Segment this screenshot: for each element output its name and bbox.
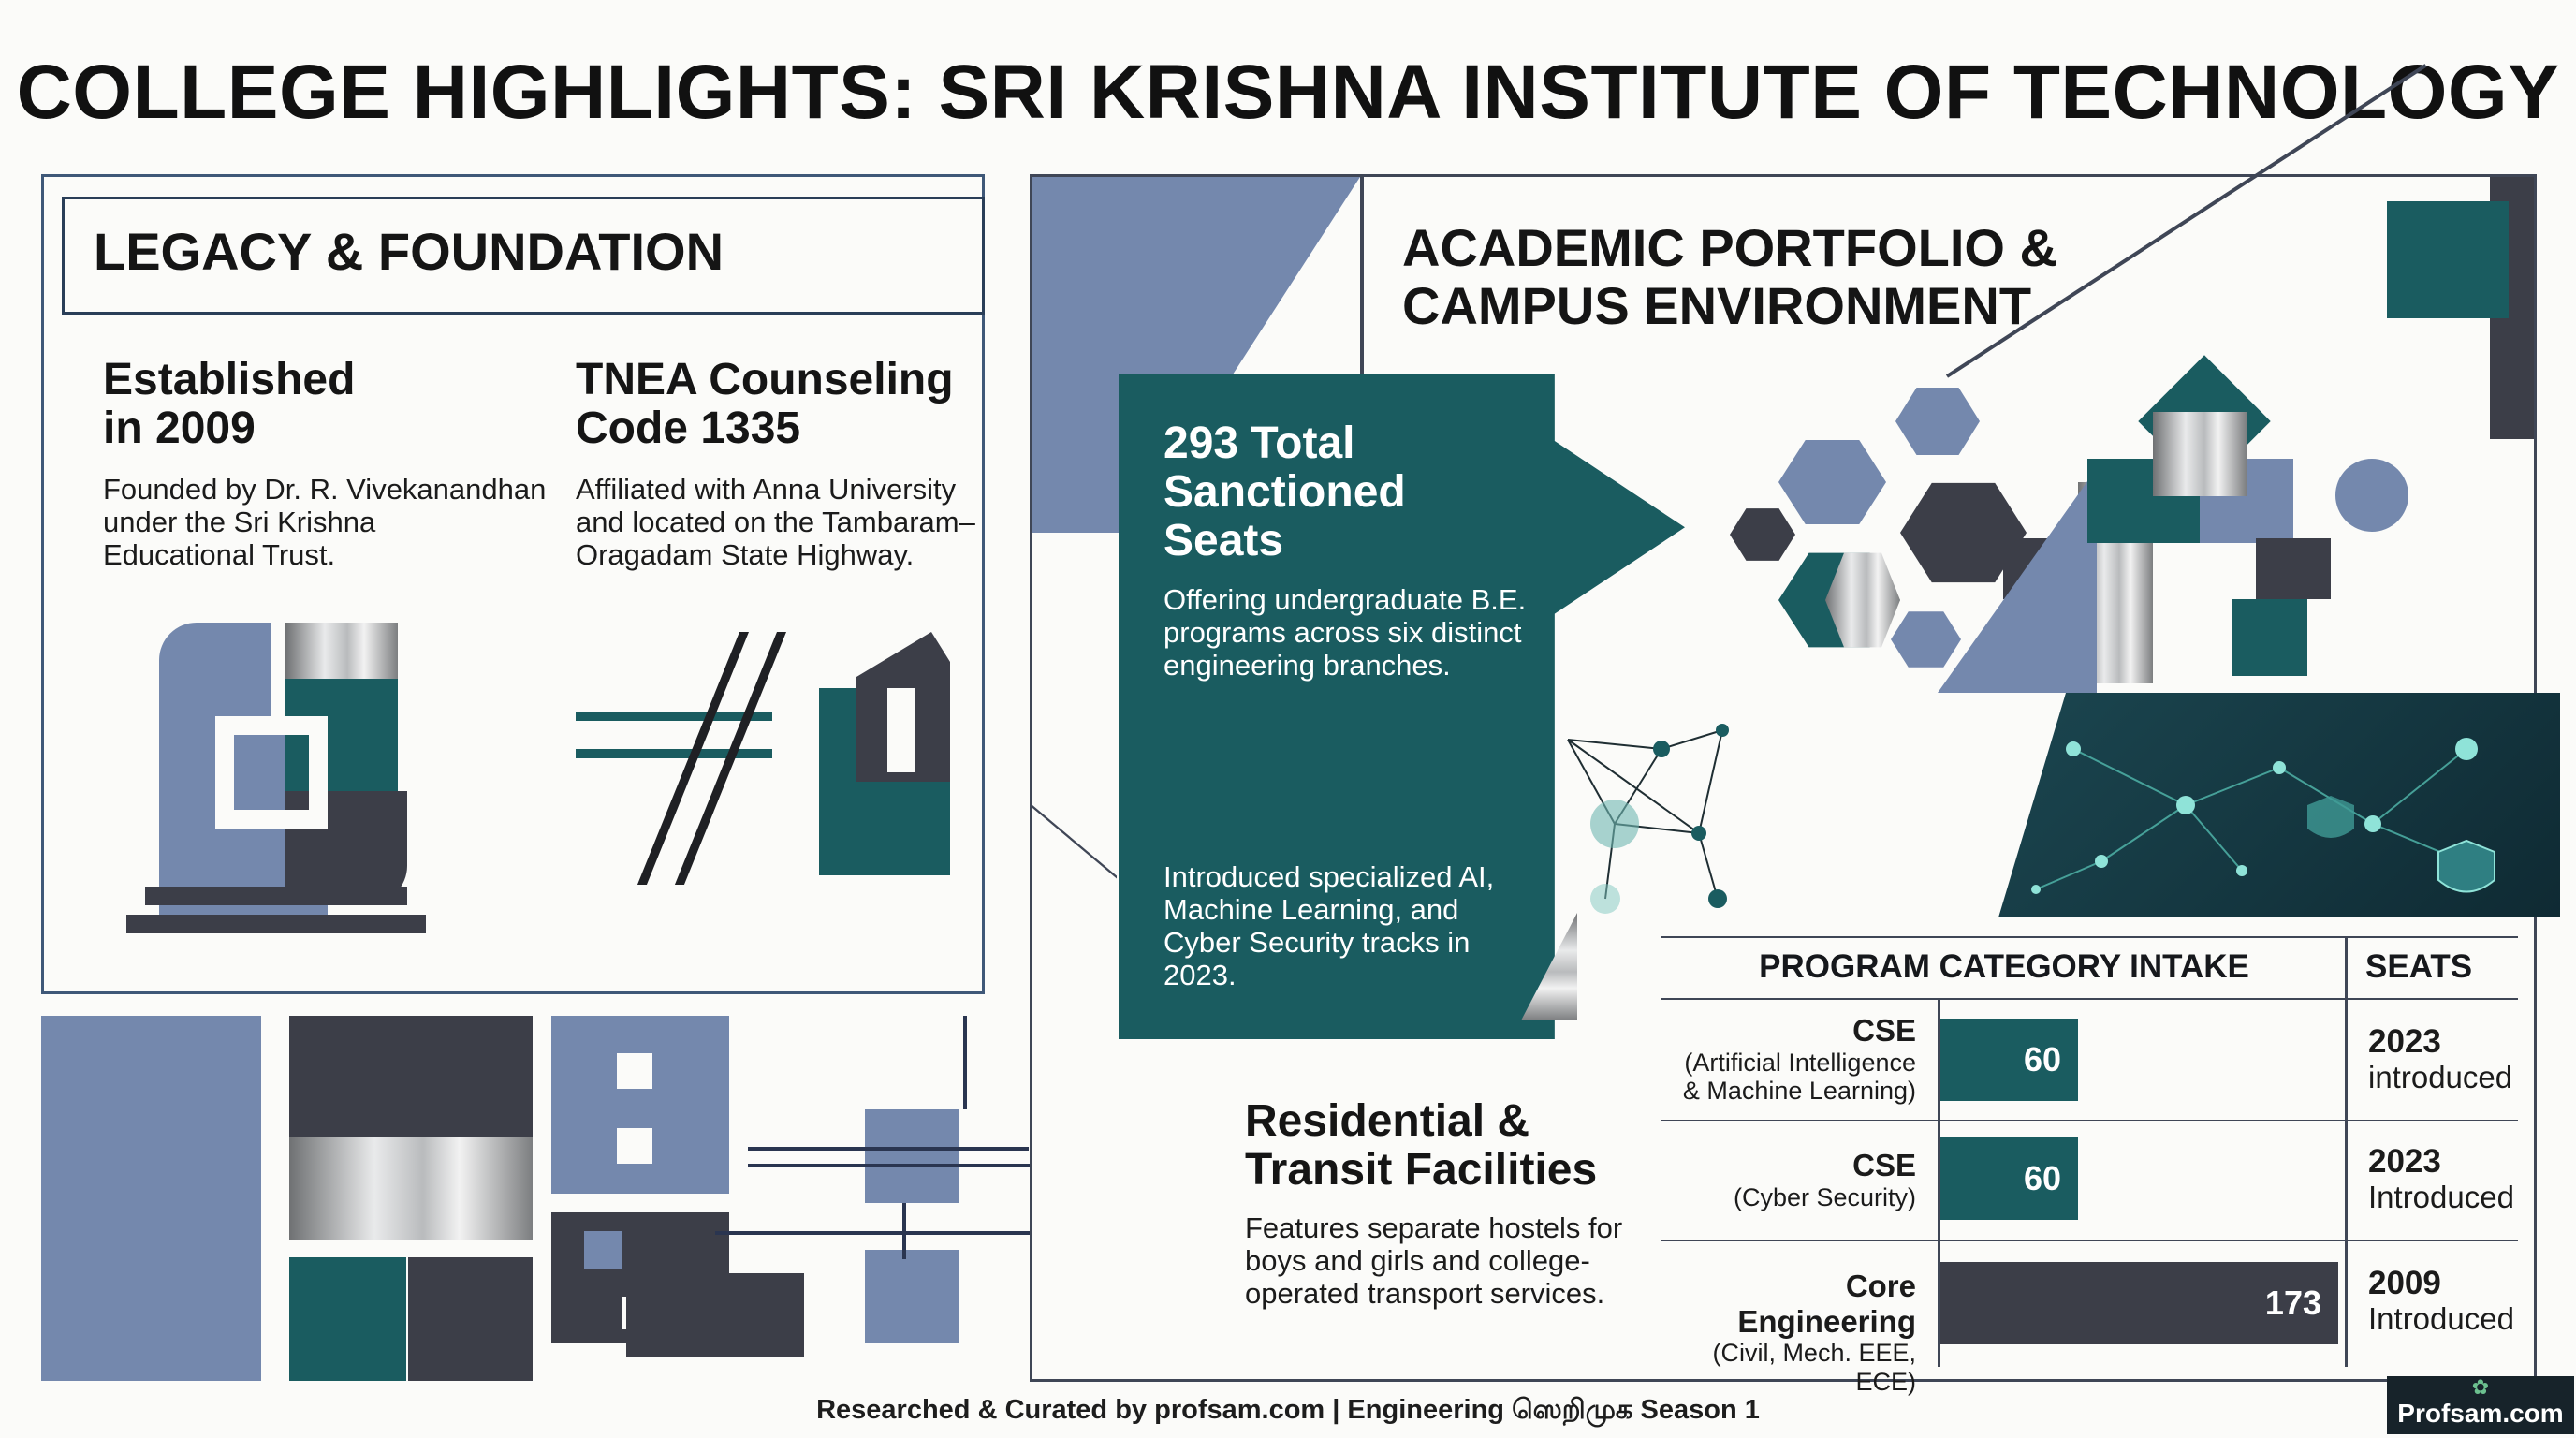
row3-program: Core Engineering bbox=[1737, 1269, 1916, 1339]
tnea-desc-1: Affiliated with Anna University bbox=[576, 473, 957, 506]
row2-sub1: (Cyber Security) bbox=[1733, 1182, 1916, 1211]
divider-line bbox=[1360, 177, 1364, 392]
intake-header-category: PROGRAM CATEGORY INTAKE bbox=[1759, 948, 2249, 985]
intake-row: CSE (Artificial Intelligence & Machine L… bbox=[1661, 1013, 1916, 1106]
tnea-title-line1: TNEA Counseling bbox=[576, 355, 954, 404]
row2-year-cell: 2023 Introduced bbox=[2368, 1143, 2514, 1214]
seats-title-line3: Seats bbox=[1164, 516, 1284, 565]
ai-desc-4: 2023. bbox=[1164, 959, 1237, 991]
residential-title-line2: Transit Facilities bbox=[1245, 1145, 1598, 1195]
row2-program: CSE bbox=[1852, 1148, 1916, 1182]
academic-heading-line2: CAMPUS ENVIRONMENT bbox=[1402, 276, 2032, 335]
legacy-heading-box bbox=[62, 197, 985, 315]
ai-desc-1: Introduced specialized AI, bbox=[1164, 860, 1495, 893]
institution-icon bbox=[122, 623, 426, 941]
residential-desc-1: Features separate hostels for bbox=[1245, 1211, 1623, 1244]
brand-name: Profsam.com bbox=[2397, 1399, 2564, 1428]
corner-square bbox=[2387, 201, 2509, 318]
legacy-heading: LEGACY & FOUNDATION bbox=[94, 222, 724, 281]
row1-seats-label: 60 bbox=[2023, 1040, 2061, 1078]
residential-desc-3: operated transport services. bbox=[1245, 1277, 1605, 1310]
established-title-line2: in 2009 bbox=[103, 404, 256, 453]
row2-seat-bar: 60 bbox=[1940, 1137, 2078, 1220]
seats-title-line1: 293 Total bbox=[1164, 418, 1355, 468]
tnea-desc-2: and located on the Tambaram– bbox=[576, 506, 975, 538]
ai-circuit-graphic bbox=[1998, 693, 2560, 917]
seats-title-line2: Sanctioned bbox=[1164, 467, 1406, 517]
seats-desc-1: Offering undergraduate B.E. bbox=[1164, 583, 1527, 616]
hexagon-cluster bbox=[1713, 355, 2408, 693]
row1-year-cell: 2023 introduced bbox=[2368, 1023, 2513, 1094]
intake-table: PROGRAM CATEGORY INTAKE SEATS CSE (Artif… bbox=[1661, 936, 2518, 1396]
tnea-desc-3: Oragadam State Highway. bbox=[576, 538, 915, 571]
row1-program: CSE bbox=[1852, 1013, 1916, 1048]
intake-row: Core Engineering (Civil, Mech. EEE, ECE) bbox=[1661, 1269, 1916, 1397]
row3-year-cell: 2009 Introduced bbox=[2368, 1265, 2514, 1336]
geometric-mosaic bbox=[41, 1016, 1174, 1381]
row1-sub2: & Machine Learning) bbox=[1682, 1077, 1916, 1106]
ai-desc-2: Machine Learning, and bbox=[1164, 893, 1459, 926]
ai-desc-3: Cyber Security tracks in bbox=[1164, 926, 1471, 959]
tnea-title-line2: Code 1335 bbox=[576, 404, 801, 453]
established-desc-1: Founded by Dr. R. Vivekanandhan bbox=[103, 473, 547, 506]
academic-heading-line1: ACADEMIC PORTFOLIO & bbox=[1402, 218, 2057, 277]
residential-title-line1: Residential & bbox=[1245, 1096, 1530, 1146]
highway-icon bbox=[576, 632, 950, 885]
row3-status: Introduced bbox=[2368, 1300, 2514, 1336]
row1-seat-bar: 60 bbox=[1940, 1019, 2078, 1101]
row2-status: Introduced bbox=[2368, 1179, 2514, 1214]
footer-credit: Researched & Curated by profsam.com | En… bbox=[816, 1395, 1760, 1425]
row3-seats-label: 173 bbox=[2264, 1284, 2321, 1322]
established-title-line1: Established bbox=[103, 355, 356, 404]
seats-desc-3: engineering branches. bbox=[1164, 649, 1451, 682]
row3-year: 2009 bbox=[2368, 1265, 2441, 1301]
seats-desc-2: programs across six distinct bbox=[1164, 616, 1522, 649]
established-desc-3: Educational Trust. bbox=[103, 538, 336, 571]
residential-desc-2: boys and girls and college- bbox=[1245, 1244, 1590, 1277]
row2-seats-label: 60 bbox=[2023, 1159, 2061, 1197]
intake-row: CSE (Cyber Security) bbox=[1661, 1148, 1916, 1211]
brand-logo-icon: ✿ bbox=[2471, 1375, 2490, 1399]
network-graphic bbox=[1567, 724, 1729, 914]
established-desc-2: under the Sri Krishna bbox=[103, 506, 376, 538]
row3-sub1: (Civil, Mech. EEE, ECE) bbox=[1712, 1339, 1916, 1396]
page-title: COLLEGE HIGHLIGHTS: SRI KRISHNA INSTITUT… bbox=[16, 50, 2560, 135]
row1-sub1: (Artificial Intelligence bbox=[1684, 1048, 1916, 1077]
row2-year: 2023 bbox=[2368, 1143, 2441, 1180]
row1-status: introduced bbox=[2368, 1059, 2513, 1094]
brand-badge[interactable]: ✿ Profsam.com bbox=[2387, 1376, 2574, 1434]
row1-year: 2023 bbox=[2368, 1023, 2441, 1060]
intake-header-seats: SEATS bbox=[2365, 948, 2473, 985]
row3-seat-bar: 173 bbox=[1940, 1262, 2338, 1344]
